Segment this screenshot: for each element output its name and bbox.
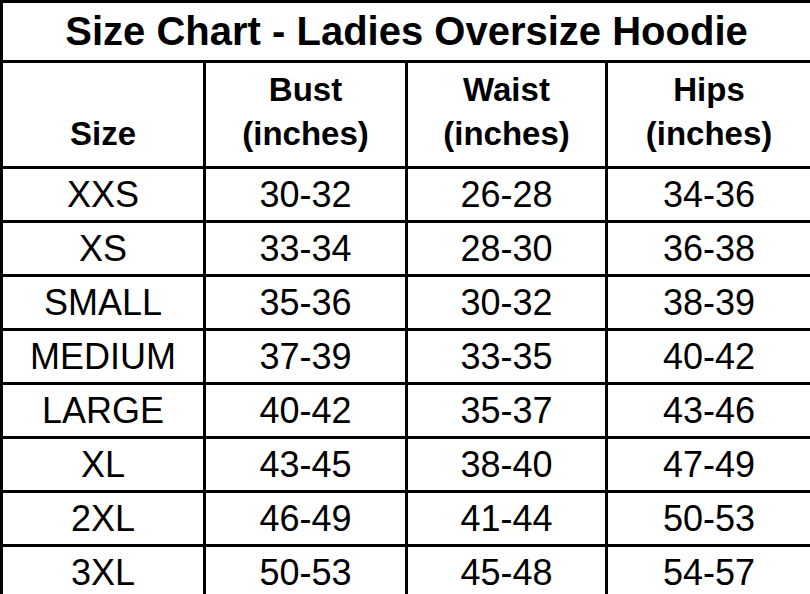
cell-hips: 34-36: [607, 168, 810, 222]
cell-size: XS: [2, 222, 205, 276]
cell-waist: 41-44: [407, 492, 607, 546]
table-row: SMALL 35-36 30-32 38-39: [2, 276, 810, 330]
cell-hips: 54-57: [607, 546, 810, 594]
cell-size: XXS: [2, 168, 205, 222]
header-row: Size Bust (inches) Waist (inches) Hips (…: [2, 62, 810, 168]
table-row: XL 43-45 38-40 47-49: [2, 438, 810, 492]
cell-hips: 43-46: [607, 384, 810, 438]
chart-title: Size Chart - Ladies Oversize Hoodie: [2, 2, 810, 62]
column-header-size: Size: [2, 62, 205, 168]
cell-bust: 35-36: [205, 276, 407, 330]
column-header-hips: Hips (inches): [607, 62, 810, 168]
column-header-waist: Waist (inches): [407, 62, 607, 168]
cell-hips: 36-38: [607, 222, 810, 276]
cell-size: 2XL: [2, 492, 205, 546]
cell-hips: 50-53: [607, 492, 810, 546]
cell-size: XL: [2, 438, 205, 492]
size-chart-table: Size Chart - Ladies Oversize Hoodie Size…: [0, 0, 810, 594]
cell-bust: 37-39: [205, 330, 407, 384]
cell-bust: 40-42: [205, 384, 407, 438]
cell-bust: 46-49: [205, 492, 407, 546]
cell-size: MEDIUM: [2, 330, 205, 384]
table-row: MEDIUM 37-39 33-35 40-42: [2, 330, 810, 384]
column-header-bust: Bust (inches): [205, 62, 407, 168]
table-row: 2XL 46-49 41-44 50-53: [2, 492, 810, 546]
cell-size: SMALL: [2, 276, 205, 330]
cell-bust: 33-34: [205, 222, 407, 276]
table-row: XXS 30-32 26-28 34-36: [2, 168, 810, 222]
table-row: LARGE 40-42 35-37 43-46: [2, 384, 810, 438]
cell-hips: 40-42: [607, 330, 810, 384]
cell-bust: 30-32: [205, 168, 407, 222]
cell-waist: 30-32: [407, 276, 607, 330]
title-row: Size Chart - Ladies Oversize Hoodie: [2, 2, 810, 62]
table-row: 3XL 50-53 45-48 54-57: [2, 546, 810, 594]
cell-waist: 26-28: [407, 168, 607, 222]
table-row: XS 33-34 28-30 36-38: [2, 222, 810, 276]
cell-size: 3XL: [2, 546, 205, 594]
cell-bust: 50-53: [205, 546, 407, 594]
cell-waist: 28-30: [407, 222, 607, 276]
cell-bust: 43-45: [205, 438, 407, 492]
cell-waist: 35-37: [407, 384, 607, 438]
cell-waist: 38-40: [407, 438, 607, 492]
cell-waist: 45-48: [407, 546, 607, 594]
cell-hips: 38-39: [607, 276, 810, 330]
cell-hips: 47-49: [607, 438, 810, 492]
cell-size: LARGE: [2, 384, 205, 438]
cell-waist: 33-35: [407, 330, 607, 384]
